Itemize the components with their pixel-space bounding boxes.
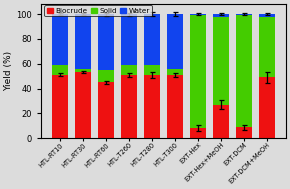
Bar <box>167 69 183 75</box>
Bar <box>98 70 114 82</box>
Bar <box>52 75 68 138</box>
Bar <box>190 128 206 138</box>
Bar <box>213 105 229 138</box>
Bar <box>121 65 137 75</box>
Bar <box>144 65 160 75</box>
Bar <box>190 15 206 128</box>
Bar <box>259 77 275 138</box>
Bar <box>213 17 229 105</box>
Bar <box>121 75 137 138</box>
Bar <box>259 14 275 17</box>
Bar <box>75 69 91 72</box>
Bar <box>190 14 206 15</box>
Bar <box>236 15 252 127</box>
Bar <box>236 14 252 15</box>
Bar <box>52 14 68 65</box>
Bar <box>98 82 114 138</box>
Bar <box>98 14 114 70</box>
Bar <box>259 17 275 77</box>
Bar <box>144 14 160 65</box>
Bar <box>52 65 68 75</box>
Bar <box>121 14 137 65</box>
Legend: Biocrude, Solid, Water: Biocrude, Solid, Water <box>44 5 152 16</box>
Bar <box>167 14 183 69</box>
Bar <box>167 75 183 138</box>
Bar <box>236 127 252 138</box>
Bar <box>75 14 91 69</box>
Bar <box>75 72 91 138</box>
Y-axis label: Yield (%): Yield (%) <box>4 51 13 91</box>
Bar <box>213 14 229 17</box>
Bar <box>144 75 160 138</box>
